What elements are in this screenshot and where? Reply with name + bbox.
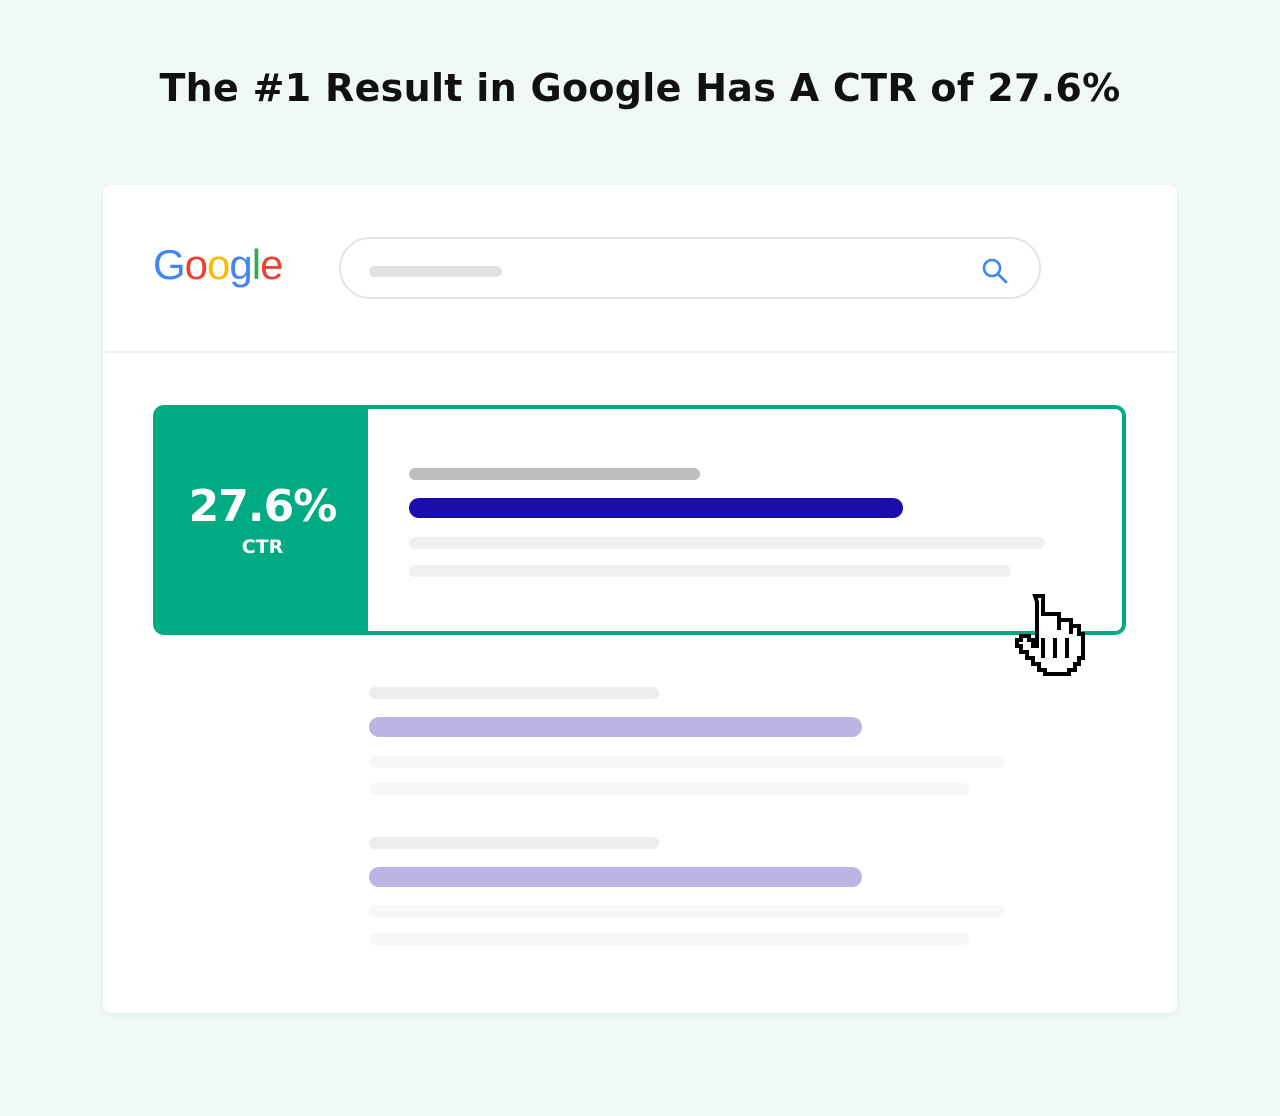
logo-letter: g: [229, 241, 252, 288]
google-logo: Google: [153, 241, 283, 289]
ctr-panel: 27.6% CTR: [157, 409, 368, 631]
result-snippet-bar: [409, 537, 1045, 549]
result-snippet-bar: [369, 783, 970, 795]
logo-letter: e: [260, 241, 283, 288]
logo-letter: G: [153, 241, 186, 288]
ctr-label: CTR: [241, 536, 284, 558]
result-title-bar[interactable]: [409, 498, 903, 518]
header-divider: [103, 351, 1177, 353]
result-snippet-bar: [369, 905, 1004, 917]
result-url-bar: [409, 468, 700, 480]
result-snippet-bar: [369, 933, 970, 945]
logo-letter: o: [207, 241, 230, 288]
result-title-bar[interactable]: [369, 717, 862, 737]
result-url-bar: [369, 837, 659, 849]
result-snippet-bar: [369, 756, 1004, 768]
top-result-highlight[interactable]: 27.6% CTR: [153, 405, 1126, 635]
search-placeholder-bar: [369, 266, 502, 277]
result-title-bar[interactable]: [369, 867, 862, 887]
hand-pointer-icon: [1015, 594, 1085, 676]
search-results-mockup: Google 27.6% CTR: [103, 185, 1177, 1013]
search-input[interactable]: [339, 237, 1041, 299]
logo-letter: o: [184, 241, 208, 288]
logo-letter: l: [251, 241, 261, 288]
search-icon[interactable]: [981, 257, 1009, 285]
result-snippet-bar: [409, 565, 1011, 577]
page-title: The #1 Result in Google Has A CTR of 27.…: [159, 66, 1121, 110]
ctr-value: 27.6%: [188, 481, 338, 532]
result-url-bar: [369, 687, 659, 699]
